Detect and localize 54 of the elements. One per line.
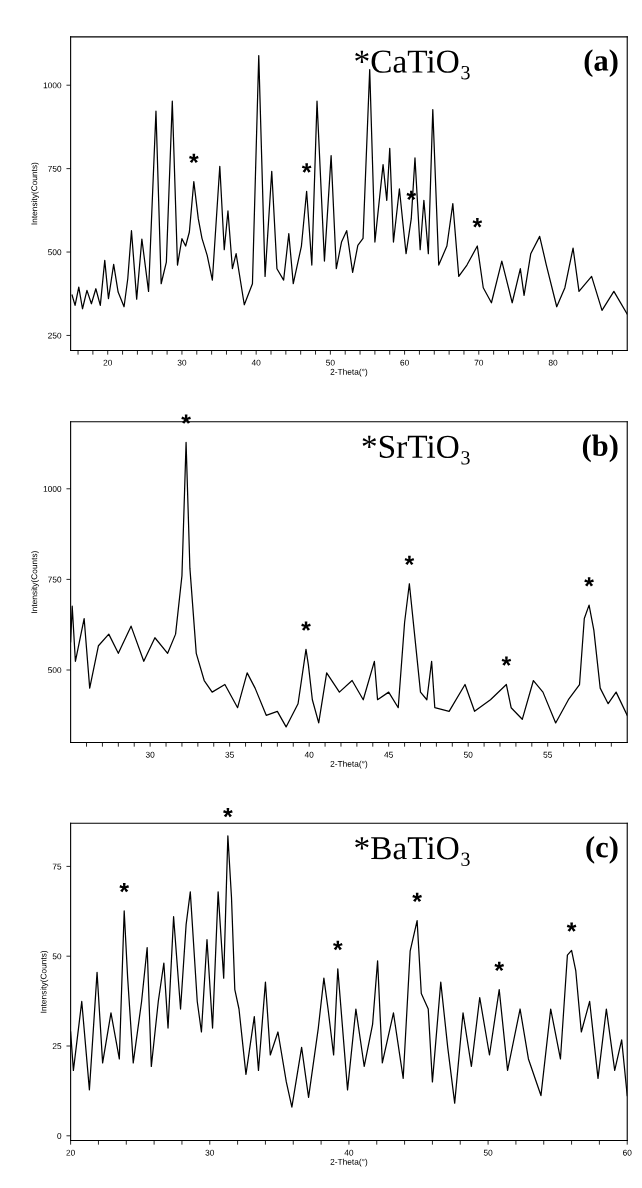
x-tick-label: 50 <box>463 751 473 758</box>
x-tick-label: 30 <box>205 1149 215 1156</box>
annotation: * <box>412 892 422 902</box>
annotation: * <box>584 577 594 587</box>
x-tick-label: 60 <box>400 359 409 366</box>
annotation: * <box>404 555 415 566</box>
y-axis-title: Intensity(Counts) <box>40 950 49 1013</box>
chart-title: *CaTiO₃ <box>355 50 470 80</box>
x-tick-label: 60 <box>623 1149 632 1156</box>
y-tick-label: 500 <box>48 249 62 256</box>
y-tick-label: 25 <box>52 1043 62 1050</box>
x-tick-label: 50 <box>326 359 335 366</box>
annotation: * <box>333 940 343 951</box>
x-tick-label: 30 <box>145 751 155 758</box>
x-tick-label: 30 <box>177 359 187 366</box>
annotation: * <box>566 922 577 932</box>
chart-title: *BaTiO₃ <box>355 837 470 866</box>
annotation: * <box>494 961 505 971</box>
chart-title: *SrTiO₃ <box>362 435 470 465</box>
annotation: * <box>189 153 199 163</box>
y-tick-label: 500 <box>48 667 62 674</box>
y-tick-label: 750 <box>48 576 62 583</box>
y-tick-label: 1000 <box>43 485 62 492</box>
annotation: * <box>223 807 233 818</box>
x-tick-label: 20 <box>103 359 113 366</box>
x-tick-label: 40 <box>304 751 314 758</box>
x-tick-label: 35 <box>225 751 234 758</box>
x-tick-label: 40 <box>344 1149 354 1156</box>
x-tick-label: 70 <box>474 359 484 366</box>
x-axis-title: 2-Theta(°) <box>330 1158 368 1167</box>
annotation: * <box>301 621 311 631</box>
x-axis-title: 2-Theta(°) <box>330 760 368 769</box>
annotation: (c) <box>586 835 618 864</box>
y-tick-label: 1000 <box>43 82 62 89</box>
y-axis-title: Intensity(Counts) <box>31 162 39 225</box>
annotation: * <box>119 882 130 893</box>
x-tick-label: 40 <box>251 359 261 366</box>
annotation: * <box>501 656 512 666</box>
x-tick-label: 50 <box>483 1149 493 1156</box>
x-tick-label: 80 <box>548 359 558 366</box>
y-tick-label: 50 <box>52 953 62 960</box>
y-tick-label: 250 <box>48 332 62 339</box>
y-tick-label: 0 <box>57 1133 62 1139</box>
x-tick-label: 20 <box>66 1149 75 1156</box>
y-axis-title: Intensity(Counts) <box>31 551 39 613</box>
annotation: * <box>301 163 312 173</box>
annotation: * <box>472 218 483 228</box>
y-tick-label: 75 <box>52 863 62 870</box>
annotation: (b) <box>582 434 618 463</box>
x-tick-label: 45 <box>384 751 393 758</box>
x-tick-label: 55 <box>543 751 552 758</box>
annotation: (a) <box>584 49 618 78</box>
y-tick-label: 750 <box>48 165 62 172</box>
x-axis-title: 2-Theta(°) <box>330 368 368 377</box>
